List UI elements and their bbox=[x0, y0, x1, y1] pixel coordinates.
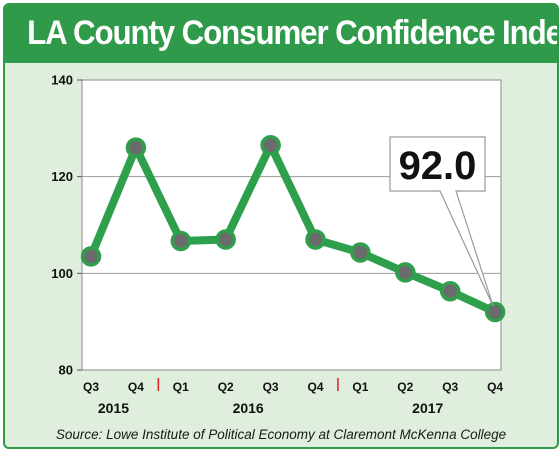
y-tick-label: 140 bbox=[51, 73, 73, 88]
y-axis: 80 100 120 140 bbox=[51, 73, 82, 378]
chart-title: LA County Consumer Confidence Index bbox=[27, 14, 559, 52]
x-tick-label: Q3 bbox=[442, 380, 458, 394]
series-polyline bbox=[87, 141, 500, 316]
year-label: 2016 bbox=[233, 400, 264, 416]
title-bar: LA County Consumer Confidence Index bbox=[5, 5, 557, 63]
data-point bbox=[439, 280, 461, 302]
source-note: Source: Lowe Institute of Political Econ… bbox=[55, 427, 507, 442]
x-tick-label: Q1 bbox=[352, 380, 368, 394]
x-tick-label: Q2 bbox=[218, 380, 234, 394]
data-point bbox=[395, 262, 416, 283]
y-tick-label: 120 bbox=[51, 169, 73, 184]
year-label: 2015 bbox=[98, 400, 129, 416]
x-tick-label: Q1 bbox=[173, 380, 189, 394]
x-tick-label: Q3 bbox=[83, 380, 99, 394]
x-tick-label: Q2 bbox=[397, 380, 413, 394]
data-point bbox=[484, 301, 506, 323]
x-tick-label: Q4 bbox=[487, 380, 503, 394]
x-tick-label: Q4 bbox=[128, 380, 144, 394]
callout-box bbox=[389, 136, 494, 307]
data-point bbox=[215, 229, 236, 250]
x-axis: Q3 Q4 Q1 Q2 Q3 Q4 Q1 Q2 Q3 Q4 2015 2016 2017 bbox=[83, 378, 503, 416]
line-chart: 80 100 120 140 Q3 Q4 Q1 Q2 Q3 Q4 Q1 Q2 Q3 Q4 2015 2016… bbox=[51, 73, 506, 416]
data-point bbox=[80, 246, 102, 267]
plot-area bbox=[81, 79, 502, 371]
callout-value: 92.0 bbox=[399, 144, 477, 188]
data-point bbox=[170, 230, 192, 252]
data-point bbox=[260, 135, 281, 156]
data-point bbox=[305, 229, 326, 250]
value-callout: 92.0 bbox=[389, 136, 494, 307]
chart-card: LA County Consumer Confidence Index 80 10… bbox=[3, 3, 559, 449]
data-point bbox=[125, 137, 147, 158]
x-tick-label: Q4 bbox=[307, 380, 323, 394]
data-point bbox=[350, 242, 371, 263]
y-tick-label: 100 bbox=[51, 266, 73, 281]
x-tick-label: Q3 bbox=[263, 380, 279, 394]
y-tick-label: 80 bbox=[59, 363, 73, 378]
year-label: 2017 bbox=[412, 400, 443, 416]
series-line bbox=[80, 135, 506, 323]
